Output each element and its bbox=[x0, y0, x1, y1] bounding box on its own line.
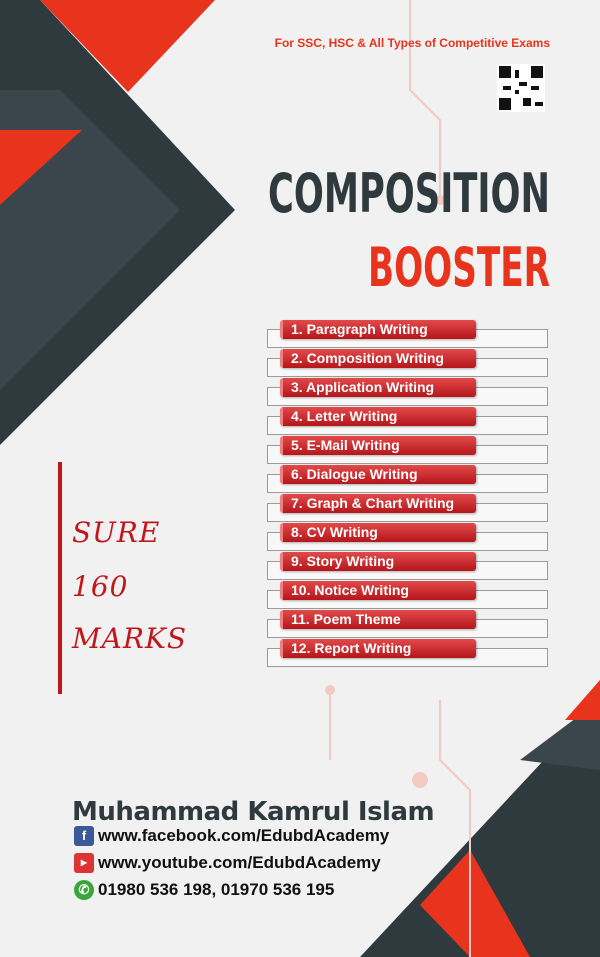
phone-icon: ✆ bbox=[74, 880, 94, 900]
topic-item: 4. Letter Writing bbox=[267, 407, 549, 435]
tagline: For SSC, HSC & All Types of Competitive … bbox=[274, 36, 550, 50]
topic-item: 10. Notice Writing bbox=[267, 581, 549, 609]
title-line-2: BOOSTER bbox=[368, 236, 550, 294]
title-line-1-wrap: COMPOSITION bbox=[268, 162, 550, 220]
promise-line-3: MARKS bbox=[72, 622, 188, 655]
topic-item: 8. CV Writing bbox=[267, 523, 549, 551]
youtube-url: www.youtube.com/EdubdAcademy bbox=[98, 853, 381, 872]
promise-line-2: 160 bbox=[72, 570, 129, 603]
topic-label: 1. Paragraph Writing bbox=[280, 320, 476, 339]
author-name: Muhammad Kamrul Islam bbox=[72, 797, 435, 827]
promise-line-1: SURE bbox=[72, 516, 161, 549]
topic-item: 2. Composition Writing bbox=[267, 349, 549, 377]
topic-label: 12. Report Writing bbox=[280, 639, 476, 658]
topic-label: 5. E-Mail Writing bbox=[280, 436, 476, 455]
topic-item: 1. Paragraph Writing bbox=[267, 320, 549, 348]
phone-numbers: 01980 536 198, 01970 536 195 bbox=[98, 880, 335, 899]
qr-code-icon bbox=[497, 64, 545, 112]
divider bbox=[58, 462, 62, 694]
facebook-icon: f bbox=[74, 826, 94, 846]
topic-item: 3. Application Writing bbox=[267, 378, 549, 406]
topic-label: 10. Notice Writing bbox=[280, 581, 476, 600]
topic-label: 4. Letter Writing bbox=[280, 407, 476, 426]
phone-contact: ✆ 01980 536 198, 01970 536 195 bbox=[74, 880, 334, 900]
topic-label: 7. Graph & Chart Writing bbox=[280, 494, 476, 513]
topic-label: 9. Story Writing bbox=[280, 552, 476, 571]
topic-label: 11. Poem Theme bbox=[280, 610, 476, 629]
topic-item: 9. Story Writing bbox=[267, 552, 549, 580]
title-line-2-wrap: BOOSTER bbox=[368, 236, 550, 294]
topic-item: 6. Dialogue Writing bbox=[267, 465, 549, 493]
topic-item: 12. Report Writing bbox=[267, 639, 549, 667]
topic-label: 6. Dialogue Writing bbox=[280, 465, 476, 484]
topic-label: 8. CV Writing bbox=[280, 523, 476, 542]
youtube-contact: ▶ www.youtube.com/EdubdAcademy bbox=[74, 853, 381, 873]
topic-item: 5. E-Mail Writing bbox=[267, 436, 549, 464]
facebook-contact: f www.facebook.com/EdubdAcademy bbox=[74, 826, 389, 846]
facebook-url: www.facebook.com/EdubdAcademy bbox=[98, 826, 390, 845]
topic-label: 2. Composition Writing bbox=[280, 349, 476, 368]
topic-label: 3. Application Writing bbox=[280, 378, 476, 397]
title-line-1: COMPOSITION bbox=[268, 162, 550, 220]
topic-item: 7. Graph & Chart Writing bbox=[267, 494, 549, 522]
topic-item: 11. Poem Theme bbox=[267, 610, 549, 638]
youtube-icon: ▶ bbox=[74, 853, 94, 873]
